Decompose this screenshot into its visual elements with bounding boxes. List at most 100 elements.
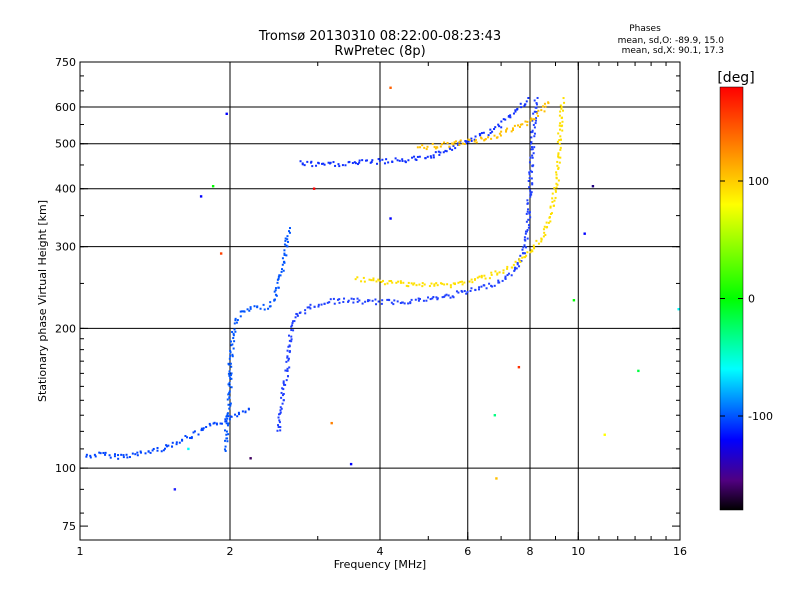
- trace-dot: [401, 158, 404, 161]
- trace-dot: [478, 286, 481, 289]
- trace-dot: [202, 427, 205, 430]
- trace-dot: [288, 366, 291, 369]
- trace-dot: [308, 306, 311, 309]
- trace-dot: [557, 179, 560, 182]
- trace-dot: [372, 277, 375, 280]
- trace-dot: [287, 375, 290, 378]
- trace-dot: [388, 280, 391, 283]
- trace-dot: [526, 251, 529, 254]
- trace-dot: [540, 237, 543, 240]
- trace-dot: [522, 246, 525, 249]
- scatter-point: [389, 217, 392, 220]
- trace-dot: [229, 354, 232, 357]
- trace-dot: [544, 105, 547, 108]
- trace-dot: [396, 300, 399, 303]
- trace-dot: [356, 276, 359, 279]
- trace-dot: [273, 290, 276, 293]
- trace-dot: [131, 452, 134, 455]
- trace-dot: [533, 110, 536, 113]
- trace-dot: [290, 329, 293, 332]
- trace-dot: [526, 237, 529, 240]
- trace-dot: [290, 340, 293, 343]
- trace-dot: [282, 383, 285, 386]
- trace-dot: [280, 270, 283, 273]
- trace-dot: [560, 105, 563, 108]
- trace-dot: [360, 280, 363, 283]
- trace-dot: [439, 282, 442, 285]
- trace-dot: [561, 109, 564, 112]
- trace-dot: [323, 163, 326, 166]
- trace-dot: [518, 258, 521, 261]
- trace-dot: [491, 130, 494, 133]
- trace-dot: [181, 439, 184, 442]
- trace-dot: [225, 420, 228, 423]
- trace-dot: [368, 278, 371, 281]
- trace-dot: [551, 197, 554, 200]
- trace-dot: [248, 309, 251, 312]
- trace-dot: [449, 286, 452, 289]
- trace-dot: [560, 125, 563, 128]
- trace-dot: [546, 226, 549, 229]
- trace-dot: [285, 379, 288, 382]
- trace-dot: [278, 419, 281, 422]
- trace-dot: [401, 159, 404, 162]
- chart-title: Tromsø 20130310 08:22:00-08:23:43: [258, 29, 501, 44]
- trace-dot: [386, 298, 389, 301]
- trace-dot: [108, 454, 111, 457]
- trace-dot: [522, 252, 525, 255]
- trace-dot: [432, 295, 435, 298]
- trace-dot: [200, 429, 203, 432]
- trace-dot: [287, 359, 290, 362]
- trace-dot: [482, 284, 485, 287]
- trace-dot: [144, 452, 147, 455]
- trace-dot: [527, 208, 530, 211]
- trace-dot: [262, 303, 265, 306]
- trace-dot: [381, 299, 384, 302]
- trace-dot: [476, 276, 479, 279]
- trace-dot: [383, 283, 386, 286]
- trace-dot: [281, 268, 284, 271]
- trace-dot: [490, 137, 493, 140]
- trace-dot: [358, 299, 361, 302]
- trace-dot: [282, 261, 285, 264]
- data-points: [85, 86, 680, 491]
- trace-dot: [551, 192, 554, 195]
- trace-dot: [422, 299, 425, 302]
- trace-dot: [511, 127, 514, 130]
- trace-dot: [229, 340, 232, 343]
- trace-dot: [231, 355, 234, 358]
- trace-dot: [480, 132, 483, 135]
- trace-dot: [528, 211, 531, 214]
- trace-dot: [555, 186, 558, 189]
- trace-dot: [504, 118, 507, 121]
- trace-dot: [327, 161, 330, 164]
- scatter-point: [591, 184, 595, 188]
- trace-x-f2-upper: [416, 101, 550, 151]
- trace-dot: [428, 285, 431, 288]
- trace-dot: [370, 160, 373, 163]
- trace-dot: [226, 440, 229, 443]
- trace-dot: [530, 117, 533, 120]
- trace-dot: [423, 283, 426, 286]
- trace-dot: [455, 290, 458, 293]
- trace-dot: [543, 110, 546, 113]
- trace-dot: [192, 431, 195, 434]
- trace-dot: [380, 302, 383, 305]
- trace-dot: [228, 396, 231, 399]
- trace-dot: [552, 204, 555, 207]
- trace-dot: [525, 220, 528, 223]
- trace-dot: [317, 162, 320, 165]
- trace-dot: [282, 380, 285, 383]
- trace-dot: [296, 313, 299, 316]
- trace-dot: [125, 453, 128, 456]
- trace-dot: [277, 424, 280, 427]
- trace-dot: [558, 124, 561, 127]
- trace-dot: [329, 298, 332, 301]
- trace-dot: [523, 244, 526, 247]
- trace-dot: [555, 173, 558, 176]
- trace-dot: [394, 157, 397, 160]
- trace-dot: [391, 160, 394, 163]
- trace-dot: [193, 430, 196, 433]
- trace-dot: [230, 415, 233, 418]
- trace-dot: [438, 153, 441, 156]
